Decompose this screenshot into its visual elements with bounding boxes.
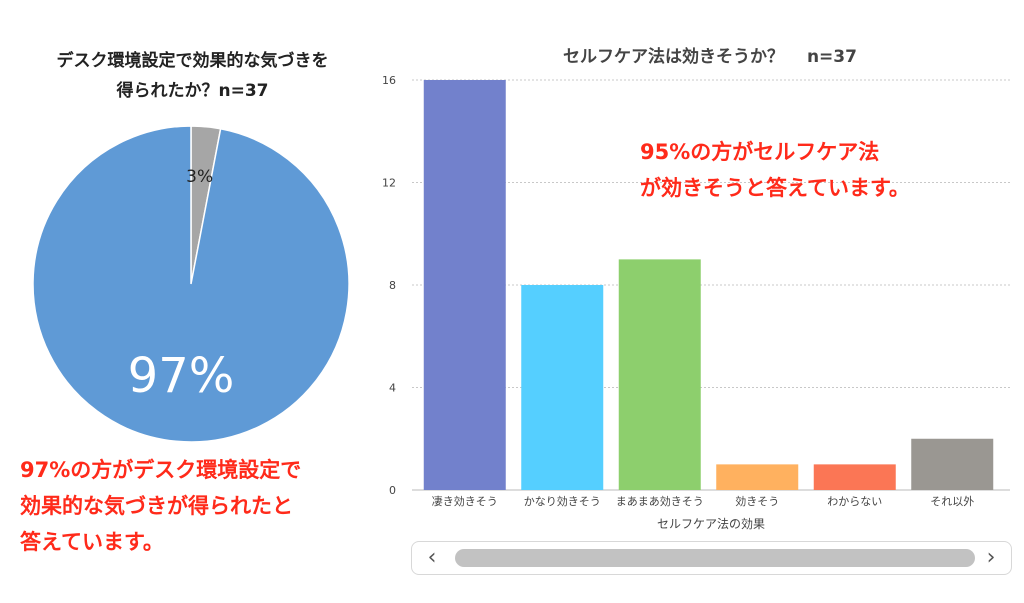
bar-chart-title: セルフケア法は効きそうか？ n=37 [563,47,857,67]
x-tick-label: 凄き効きそう [432,494,498,508]
y-tick-label: 0 [389,484,396,497]
y-tick-label: 12 [382,177,396,190]
x-tick-label: わからない [827,495,882,508]
pie-slice [32,125,350,443]
pie-chart-title: デスク環境設定で効果的な気づきを 得られたか？n=37 [56,51,329,101]
pie-slice-label: 3% [186,167,213,187]
y-tick-label: 8 [389,279,396,292]
x-tick-label: かなり効きそう [524,494,601,508]
chevron-left-icon[interactable]: ‹ [427,545,437,570]
x-tick-label: それ以外 [930,495,974,508]
bar [911,438,994,490]
y-tick-label: 4 [389,382,396,395]
scrollbar-thumb[interactable] [455,549,975,567]
x-tick-label: 効きそう [735,494,779,508]
x-axis-label: セルフケア法の効果 [657,516,765,531]
chevron-right-icon[interactable]: › [986,545,996,570]
x-tick-label: まあまあ効きそう [616,494,704,508]
bar [716,464,799,490]
bar [423,80,506,490]
bar-summary-note: 95%の方がセルフケア法 が効きそうと答えています。 [640,140,910,200]
bar [813,464,896,490]
pie-slice-label: 97% [128,348,235,404]
pie-summary-note: 97%の方がデスク環境設定で 効果的な気づきが得られたと 答えています。 [20,458,302,554]
chart-horizontal-scrollbar[interactable]: ‹ › [411,541,1012,575]
bar [521,285,604,490]
y-tick-label: 16 [382,74,396,87]
bar [618,259,701,490]
pie-chart: 3% 97% [32,125,350,443]
